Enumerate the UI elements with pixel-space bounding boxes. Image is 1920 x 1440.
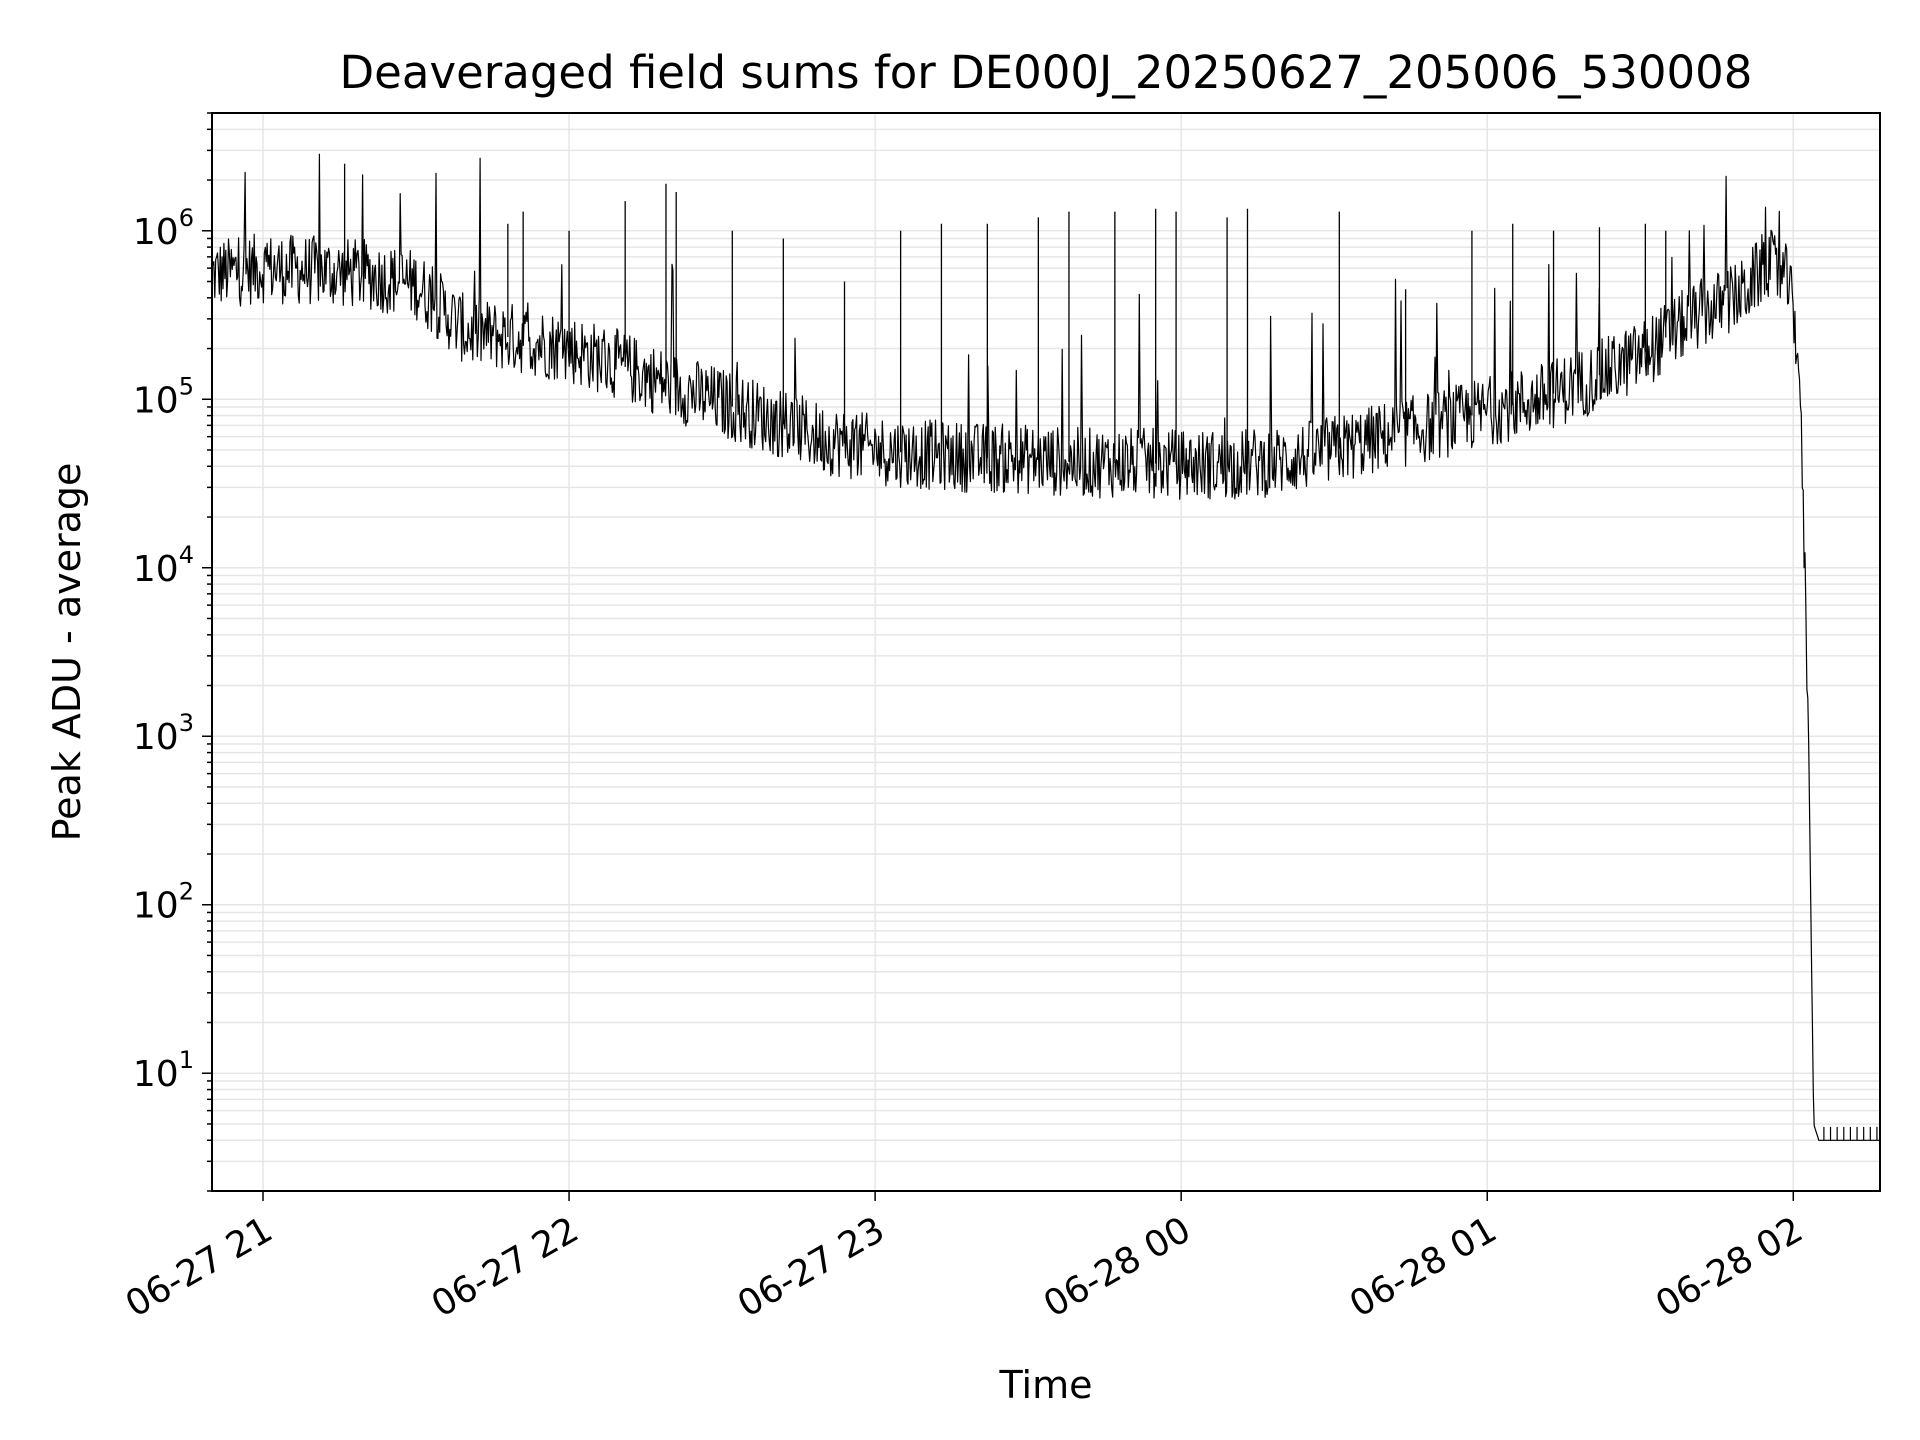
y-tick-base: 10 — [133, 549, 179, 590]
y-tick-base: 10 — [133, 717, 179, 758]
y-tick-exponent: 5 — [179, 372, 194, 400]
y-tick-label: 102 — [133, 878, 194, 927]
y-tick-base: 10 — [133, 1054, 179, 1095]
x-tick-label: 06-27 22 — [425, 1209, 586, 1325]
grid-lines — [212, 112, 1880, 1192]
y-axis-label: Peak ADU - average — [45, 463, 89, 842]
plot-area — [211, 153, 1880, 1141]
plot-frame — [211, 112, 1881, 1192]
chart-title: Deaveraged field sums for DE000J_2025062… — [340, 46, 1753, 99]
x-tick-label: 06-28 00 — [1037, 1209, 1198, 1325]
y-tick-exponent: 2 — [179, 878, 194, 906]
x-tick-label: 06-28 02 — [1649, 1209, 1810, 1325]
series-line — [211, 153, 1880, 1141]
y-tick-exponent: 1 — [179, 1046, 194, 1074]
y-tick-base: 10 — [133, 886, 179, 927]
y-tick-label: 106 — [133, 204, 194, 253]
x-tick-label: 06-27 21 — [119, 1209, 280, 1325]
y-tick-base: 10 — [133, 380, 179, 421]
x-axis-label: Time — [999, 1363, 1093, 1407]
x-tick-label: 06-28 01 — [1343, 1209, 1504, 1325]
y-tick-exponent: 4 — [179, 541, 194, 569]
x-tick-label: 06-27 23 — [731, 1209, 892, 1325]
y-tick-label: 103 — [133, 709, 194, 758]
y-tick-exponent: 3 — [179, 709, 194, 737]
y-tick-label: 104 — [133, 541, 194, 590]
y-tick-label: 101 — [133, 1046, 194, 1095]
y-tick-base: 10 — [133, 212, 179, 253]
y-tick-label: 105 — [133, 372, 194, 421]
y-tick-exponent: 6 — [179, 204, 194, 232]
